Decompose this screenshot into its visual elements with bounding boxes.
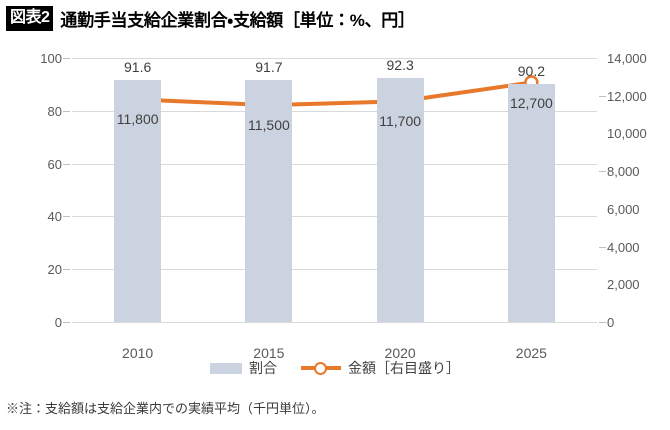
bar-ratio-2015 (245, 79, 293, 322)
line-value-label: 11,500 (247, 117, 290, 134)
page-title: 通勤手当支給企業割合・支給額［単位：%、円］ (60, 10, 415, 30)
y-axis-left-label: 0 (54, 315, 62, 330)
amount-line-path (135, 80, 534, 108)
y-axis-right-label: 12,000 (607, 88, 647, 104)
y-axis-left-tick (63, 58, 70, 59)
y-axis-left-tick (63, 110, 70, 112)
chart-container: 0 20 40 60 80 100 0 2,000 4,000 6,000 8,000 10,000… (0, 40, 670, 360)
line-value-label: 11,800 (116, 111, 159, 128)
bar-value-label: 90.2 (517, 62, 545, 79)
y-axis-right-label: 8,000 (607, 164, 640, 180)
y-axis-left-label: 60 (47, 156, 62, 172)
bar-value-label: 92.3 (386, 57, 414, 74)
gridline (72, 269, 597, 271)
y-axis-right-label: 4,000 (607, 239, 640, 255)
gridline (72, 110, 597, 112)
gridline (72, 163, 597, 165)
gridline (72, 216, 597, 218)
legend-item-amount[interactable]: 金額［右目盛り］ (301, 358, 460, 378)
gridline (72, 322, 597, 323)
y-axis-left-tick (63, 269, 70, 271)
y-axis-right-label: 14,000 (607, 51, 647, 66)
bar-value-label: 91.7 (255, 58, 283, 75)
y-axis-right-labels: 0 2,000 4,000 6,000 8,000 10,000 12,000 14,000 (607, 52, 665, 329)
bar-ratio-2010 (114, 80, 162, 322)
y-axis-right-tick (599, 322, 606, 323)
y-axis-left-tick (63, 163, 70, 165)
y-axis-right-tick (599, 246, 606, 248)
x-axis-label-2025: 2025 (515, 345, 547, 361)
line-value-label: 11,700 (379, 113, 422, 130)
legend-label-amount: 金額［右目盛り］ (348, 360, 460, 376)
plot-area: 91.6 11,800 2010 91.7 11,500 2015 92.3 11,700 20… (63, 57, 606, 360)
y-axis-right-label: 10,000 (607, 126, 647, 142)
y-axis-left-label: 20 (47, 262, 62, 278)
line-value-label: 12,700 (509, 94, 553, 111)
y-axis-right-label: 6,000 (607, 201, 640, 217)
bar-ratio-2020 (376, 78, 424, 322)
x-axis-label-2020: 2020 (384, 345, 416, 361)
y-axis-left-tick (63, 322, 70, 323)
chart-legend: 割合 金額［右目盛り］ (0, 358, 670, 378)
gridline (72, 58, 597, 59)
legend-label-ratio: 割合 (249, 360, 277, 376)
y-axis-right-label: 2,000 (607, 277, 640, 293)
bar-value-label: 91.6 (124, 59, 152, 76)
y-axis-right-label: 0 (607, 315, 615, 330)
x-axis-label-2010: 2010 (122, 345, 154, 361)
y-axis-right-tick (599, 95, 606, 97)
y-axis-left-label: 40 (47, 209, 62, 225)
bar-ratio-2025 (507, 83, 555, 322)
footnote-text: ※注：支給額は支給企業内での実績平均（千円単位）。 (6, 401, 325, 416)
bar-swatch-icon (210, 362, 242, 374)
figure-number-badge: 図表2 (6, 5, 54, 31)
y-axis-left-label: 100 (40, 51, 62, 66)
y-axis-left-label: 80 (47, 103, 62, 119)
chart-title-bar: 図表2 通勤手当支給企業割合・支給額［単位：%、円］ (6, 5, 415, 31)
line-marker-swatch-icon (301, 361, 341, 375)
y-axis-left-labels: 0 20 40 60 80 100 (10, 52, 62, 329)
legend-item-ratio[interactable]: 割合 (210, 358, 277, 378)
y-axis-right-tick (599, 171, 606, 173)
y-axis-left-tick (63, 216, 70, 218)
x-axis-label-2015: 2015 (253, 345, 285, 361)
